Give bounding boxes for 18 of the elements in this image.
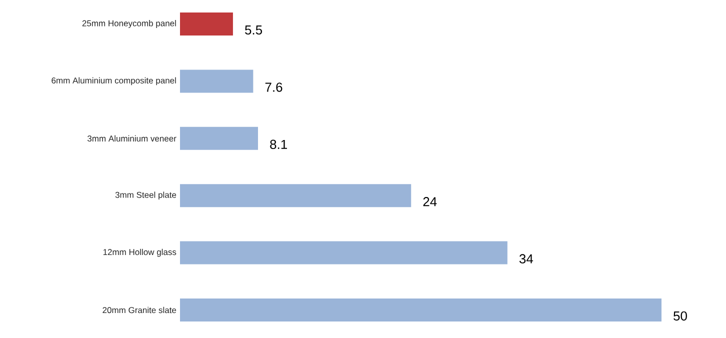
data-label: 7.6 — [265, 82, 282, 92]
data-label: 8.1 — [270, 140, 287, 150]
data-label: 5.5 — [245, 25, 262, 35]
bar — [180, 12, 233, 36]
y-tick-label: 3mm Aluminium veneer — [88, 135, 176, 142]
bar — [180, 241, 508, 264]
bar — [180, 184, 412, 208]
bar — [180, 126, 258, 150]
data-label: 24 — [423, 197, 437, 206]
y-tick-label: 12mm Hollow glass — [103, 248, 176, 257]
y-tick-label: 20mm Granite slate — [102, 306, 176, 314]
y-tick-label: 3mm Steel plate — [115, 192, 176, 200]
data-label: 50 — [674, 311, 687, 321]
bar — [180, 298, 662, 322]
data-label: 34 — [519, 254, 534, 264]
bar — [180, 70, 254, 93]
y-tick-label: 25mm Honeycomb panel — [82, 20, 176, 28]
y-tick-label: 6mm Aluminium composite panel — [52, 77, 176, 86]
